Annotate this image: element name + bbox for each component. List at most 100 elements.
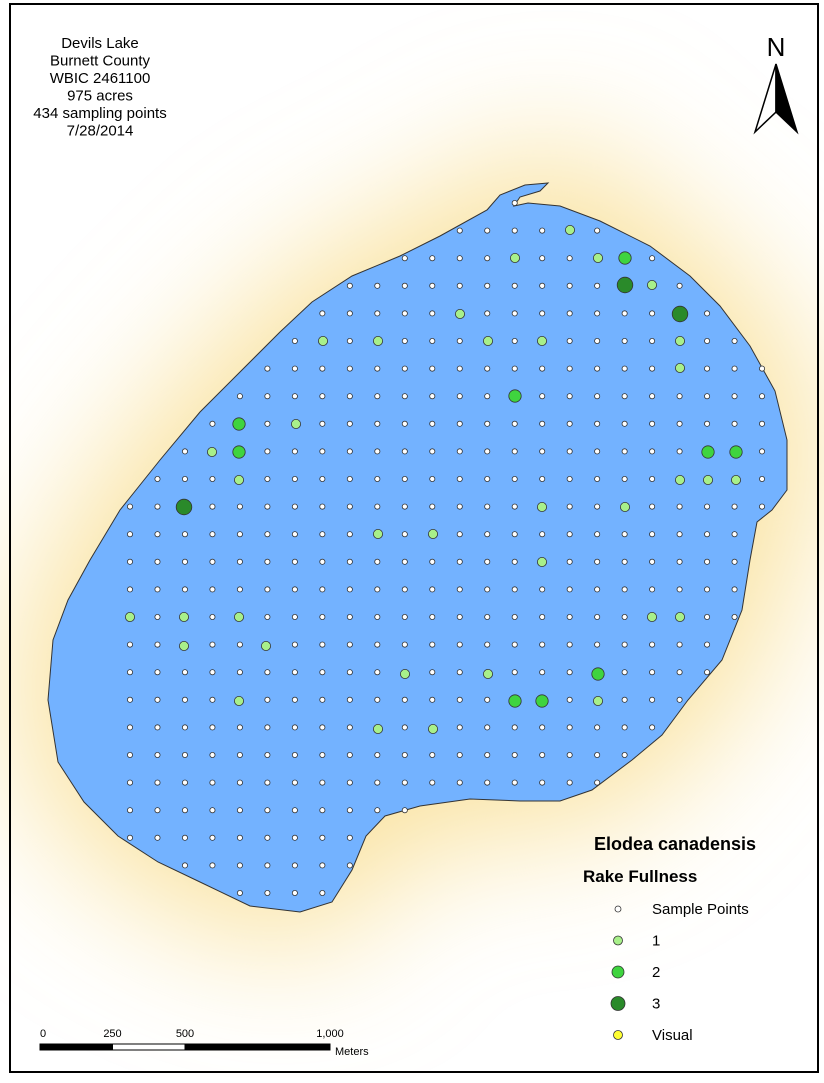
sample-point xyxy=(676,558,683,565)
sample-point xyxy=(649,641,656,648)
sample-point xyxy=(566,393,573,400)
sample-point xyxy=(621,420,628,427)
sample-point xyxy=(429,614,436,621)
sample-point xyxy=(127,558,134,565)
sample-point xyxy=(539,752,546,759)
sample-point xyxy=(566,752,573,759)
sample-point xyxy=(429,448,436,455)
sample-point xyxy=(346,724,353,731)
sample-point xyxy=(566,475,573,482)
sample-point xyxy=(649,724,656,731)
sample-point xyxy=(181,669,188,676)
sample-point xyxy=(291,614,298,621)
observation xyxy=(647,612,658,623)
sample-point xyxy=(511,420,518,427)
sample-point xyxy=(511,641,518,648)
sample-point xyxy=(704,337,711,344)
sample-point xyxy=(456,558,463,565)
sample-point xyxy=(264,393,271,400)
sample-point xyxy=(181,586,188,593)
legend-title: Elodea canadensis xyxy=(594,834,756,854)
sample-point xyxy=(484,696,491,703)
sample-point xyxy=(154,503,161,510)
scale-segment xyxy=(39,1043,113,1051)
sample-point xyxy=(649,669,656,676)
sample-point xyxy=(346,807,353,814)
sample-point xyxy=(401,614,408,621)
sample-point xyxy=(704,310,711,317)
sample-point xyxy=(154,531,161,538)
sample-point xyxy=(291,503,298,510)
sample-point xyxy=(429,503,436,510)
sample-point xyxy=(621,337,628,344)
sample-point xyxy=(236,862,243,869)
sample-point xyxy=(704,586,711,593)
sample-point xyxy=(236,669,243,676)
sample-point xyxy=(374,669,381,676)
sample-point xyxy=(511,779,518,786)
sample-point xyxy=(319,475,326,482)
sample-point xyxy=(704,393,711,400)
sample-point xyxy=(704,531,711,538)
sample-point xyxy=(539,310,546,317)
sample-point xyxy=(209,752,216,759)
sample-point xyxy=(539,365,546,372)
sample-point xyxy=(511,558,518,565)
sample-point xyxy=(264,558,271,565)
sample-point xyxy=(511,503,518,510)
sample-point xyxy=(401,337,408,344)
lake-shape xyxy=(47,182,788,913)
sample-point xyxy=(566,531,573,538)
sample-point xyxy=(374,282,381,289)
observations xyxy=(125,224,743,735)
sample-point xyxy=(319,393,326,400)
sample-point xyxy=(154,669,161,676)
sample-point xyxy=(566,724,573,731)
sample-point xyxy=(429,255,436,262)
sample-point xyxy=(621,448,628,455)
sample-point xyxy=(319,779,326,786)
sample-point xyxy=(264,475,271,482)
sample-point xyxy=(676,696,683,703)
sample-point xyxy=(319,696,326,703)
sample-point xyxy=(291,558,298,565)
sample-point xyxy=(649,255,656,262)
sample-point xyxy=(539,641,546,648)
sample-point xyxy=(649,420,656,427)
sample-point xyxy=(594,641,601,648)
sample-point xyxy=(621,696,628,703)
sample-point xyxy=(319,641,326,648)
scale-label: 1,000 xyxy=(316,1028,344,1040)
sample-point xyxy=(127,779,134,786)
sample-point xyxy=(127,696,134,703)
sample-point xyxy=(401,282,408,289)
observation xyxy=(317,335,328,346)
observation xyxy=(454,308,465,319)
sample-point xyxy=(676,531,683,538)
sample-point xyxy=(319,862,326,869)
sample-point xyxy=(401,310,408,317)
lake xyxy=(47,182,788,913)
legend: Elodea canadensis Rake Fullness Sample Poi… xyxy=(583,834,756,1044)
sample-point xyxy=(181,724,188,731)
sample-point xyxy=(484,558,491,565)
sample-point xyxy=(759,475,766,482)
sample-point xyxy=(511,475,518,482)
sample-point xyxy=(264,503,271,510)
sample-point xyxy=(346,503,353,510)
observation xyxy=(591,667,605,681)
observation xyxy=(675,474,686,485)
sample-point xyxy=(566,669,573,676)
sample-point xyxy=(264,420,271,427)
sample-point xyxy=(264,779,271,786)
observation xyxy=(175,498,193,516)
sample-point xyxy=(154,475,161,482)
sample-point xyxy=(594,558,601,565)
sample-point xyxy=(127,531,134,538)
sample-point xyxy=(209,475,216,482)
north-arrow xyxy=(753,63,799,135)
sample-point xyxy=(484,310,491,317)
sample-point xyxy=(594,227,601,234)
sample-point xyxy=(209,669,216,676)
sample-point xyxy=(127,807,134,814)
